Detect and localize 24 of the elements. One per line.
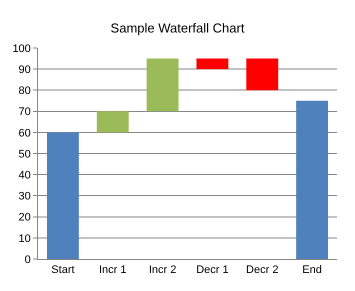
x-tick-label: Start <box>51 264 75 276</box>
y-tick-label: 60 <box>18 127 31 140</box>
bar <box>296 100 328 259</box>
x-tick-label: Decr 2 <box>246 264 278 276</box>
chart-title: Sample Waterfall Chart <box>110 20 245 36</box>
bar <box>246 58 278 90</box>
y-tick-label: 10 <box>18 232 31 245</box>
y-tick-label: 70 <box>18 106 31 118</box>
y-tick-label: 20 <box>18 212 31 224</box>
bar <box>196 58 228 70</box>
y-tick-label: 50 <box>18 148 31 160</box>
y-tick-label: 40 <box>18 169 31 182</box>
y-tick-label: 80 <box>18 85 31 98</box>
x-tick-label: Incr 1 <box>98 264 127 276</box>
y-tick-label: 0 <box>24 254 31 266</box>
bar <box>146 58 179 112</box>
bar <box>96 111 129 132</box>
y-tick-label: 90 <box>18 64 31 76</box>
x-tick-label: Incr 2 <box>148 264 176 276</box>
y-tick-label: 30 <box>18 190 31 203</box>
x-tick-label: Decr 1 <box>196 264 229 276</box>
y-tick-label: 100 <box>12 42 31 55</box>
x-tick-label: End <box>302 264 322 276</box>
bar <box>46 132 79 259</box>
